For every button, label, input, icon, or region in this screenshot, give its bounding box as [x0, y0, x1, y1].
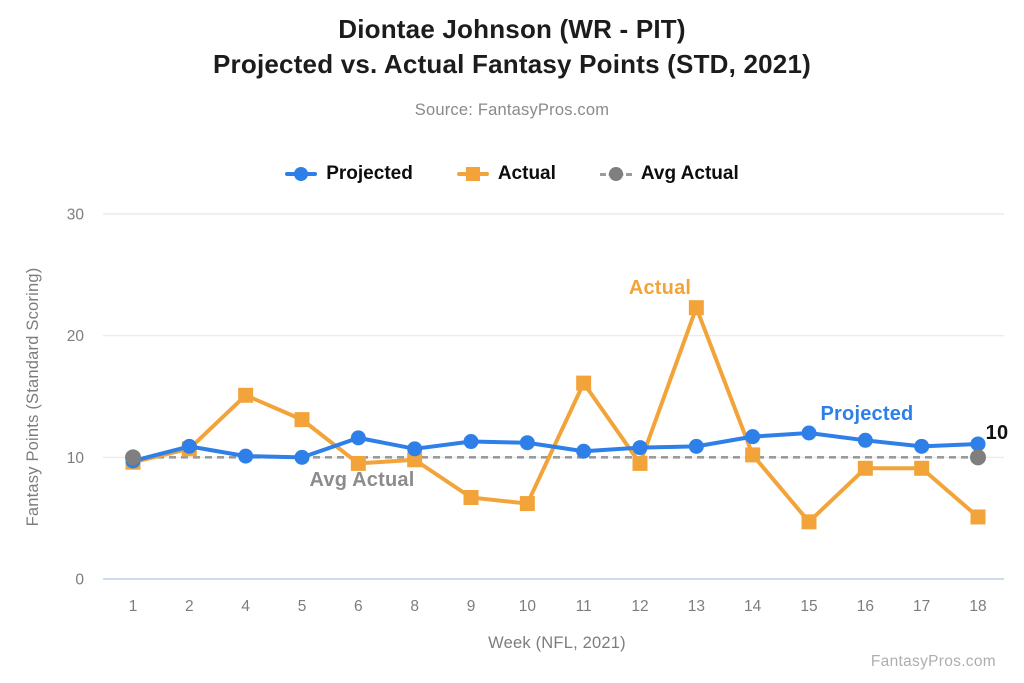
projected-data-point[interactable] — [632, 440, 648, 456]
projected-data-point[interactable] — [238, 448, 254, 464]
projected-data-point[interactable] — [181, 438, 197, 454]
actual-data-point[interactable] — [407, 452, 423, 468]
projected-data-point[interactable] — [688, 438, 704, 454]
avg-actual-endpoint[interactable] — [970, 449, 986, 466]
x-tick-label: 4 — [241, 598, 250, 615]
actual-data-point[interactable] — [576, 375, 592, 391]
actual-data-point[interactable] — [632, 455, 648, 471]
projected-data-point[interactable] — [801, 425, 817, 441]
x-axis-title: Week (NFL, 2021) — [488, 634, 626, 652]
actual-data-point[interactable] — [801, 514, 817, 530]
actual-data-point[interactable] — [688, 300, 704, 316]
projected-data-point[interactable] — [745, 429, 761, 445]
legend-item-actual[interactable]: Actual — [456, 163, 556, 185]
avg-actual-endpoint[interactable] — [125, 449, 141, 466]
legend-item-avg-actual[interactable]: Avg Actual — [599, 163, 739, 185]
x-tick-label: 13 — [688, 598, 705, 615]
actual-square-marker-icon — [456, 167, 489, 181]
x-tick-label: 8 — [410, 598, 419, 615]
x-tick-label: 1 — [129, 598, 138, 615]
x-tick-label: 9 — [467, 598, 476, 615]
x-tick-label: 15 — [800, 598, 817, 615]
actual-data-point[interactable] — [914, 460, 930, 476]
x-tick-label: 10 — [519, 598, 537, 615]
projected-data-point[interactable] — [970, 436, 986, 452]
series-annotation-avg-actual: Avg Actual — [310, 469, 415, 491]
x-tick-label: 6 — [354, 598, 363, 615]
actual-data-point[interactable] — [238, 387, 254, 403]
projected-data-point[interactable] — [407, 441, 423, 457]
x-tick-label: 18 — [969, 598, 986, 615]
y-tick-label: 20 — [67, 328, 85, 345]
projected-series-line — [132, 431, 979, 463]
projected-data-point[interactable] — [294, 449, 310, 465]
y-tick-label: 0 — [75, 572, 84, 589]
actual-data-point[interactable] — [519, 496, 535, 512]
y-axis-title: Fantasy Points (Standard Scoring) — [24, 268, 42, 527]
x-tick-label: 17 — [913, 598, 930, 615]
y-tick-label: 10 — [67, 450, 85, 467]
actual-data-point[interactable] — [294, 412, 310, 428]
projected-line-marker-icon — [285, 167, 318, 181]
actual-data-point[interactable] — [350, 455, 366, 471]
actual-data-point[interactable] — [970, 509, 986, 525]
chart-source: Source: FantasyPros.com — [414, 101, 610, 119]
projected-data-point[interactable] — [576, 443, 592, 459]
y-tick-label: 30 — [67, 207, 85, 224]
x-tick-label: 2 — [185, 598, 194, 615]
x-tick-label: 14 — [744, 598, 762, 615]
projected-data-point[interactable] — [857, 432, 873, 448]
projected-data-point[interactable] — [519, 435, 535, 451]
projected-data-point[interactable] — [350, 430, 366, 446]
avg-actual-dashed-marker-icon — [599, 167, 632, 181]
x-tick-label: 11 — [576, 598, 592, 615]
series-annotation-projected: Projected — [821, 403, 914, 425]
legend-item-projected[interactable]: Projected — [285, 163, 413, 185]
actual-data-point[interactable] — [463, 489, 479, 505]
legend-label-projected: Projected — [326, 163, 413, 184]
chart-title: Diontae Johnson (WR - PIT) — [338, 14, 686, 44]
actual-data-point[interactable] — [857, 460, 873, 476]
chart-header: Diontae Johnson (WR - PIT) Projected vs.… — [0, 12, 1024, 82]
chart-legend: Projected Actual Avg Actual — [0, 160, 1024, 188]
actual-series-line — [132, 305, 980, 524]
series-annotation-10: 10 — [986, 422, 1009, 444]
x-tick-label: 5 — [298, 598, 307, 615]
chart-subtitle: Projected vs. Actual Fantasy Points (STD… — [213, 49, 811, 79]
legend-label-actual: Actual — [497, 163, 556, 184]
projected-data-point[interactable] — [914, 438, 930, 454]
actual-data-point[interactable] — [745, 447, 761, 463]
x-tick-label: 16 — [857, 598, 874, 615]
legend-label-avg-actual: Avg Actual — [640, 163, 739, 184]
x-tick-label: 12 — [631, 598, 648, 615]
watermark: FantasyPros.com — [870, 653, 996, 670]
projected-data-point[interactable] — [463, 434, 479, 450]
series-annotation-actual: Actual — [629, 277, 691, 299]
